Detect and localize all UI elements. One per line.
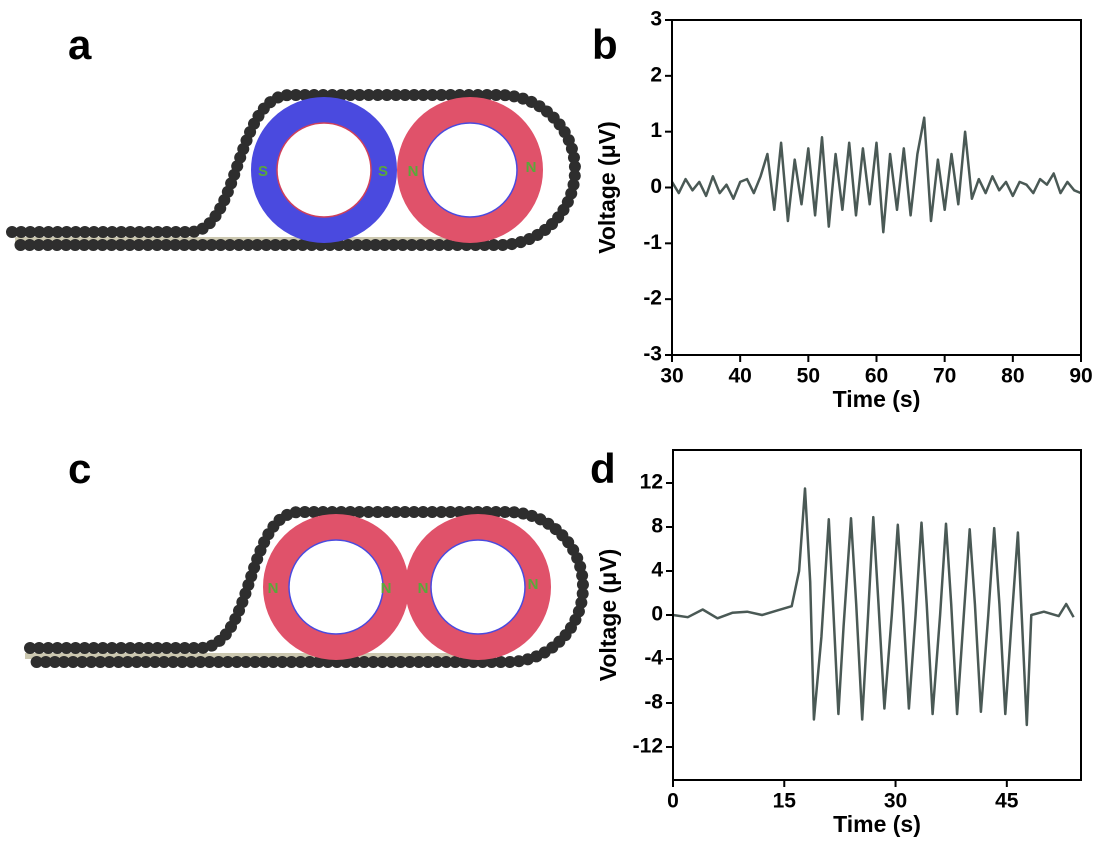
belt — [6, 89, 581, 251]
magnet-ring — [405, 514, 551, 660]
ring-hole — [430, 539, 526, 635]
x-tick-label: 0 — [667, 790, 679, 813]
y-tick-label: 0 — [651, 603, 663, 626]
pole-label: N — [528, 576, 539, 593]
ring-hole — [422, 122, 518, 218]
data-line — [670, 116, 1082, 234]
y-axis-label: Voltage (μV) — [595, 549, 621, 682]
y-tick-label: -12 — [633, 735, 663, 758]
pole-label: N — [268, 580, 279, 597]
y-tick-label: 3 — [650, 8, 662, 31]
pole-label: N — [381, 580, 392, 597]
x-tick-label: 60 — [865, 365, 888, 388]
panel-label: a — [68, 21, 92, 68]
y-tick-label: -1 — [643, 231, 662, 254]
y-tick-label: 1 — [650, 119, 662, 142]
y-tick-label: -8 — [644, 691, 663, 714]
x-tick-label: 15 — [773, 790, 797, 813]
pole-label: N — [408, 163, 419, 180]
y-tick-label: -4 — [644, 647, 663, 670]
ring-hole — [276, 122, 372, 218]
y-tick-label: 2 — [650, 63, 662, 86]
magnet-ring — [263, 514, 409, 660]
y-tick-label: -2 — [643, 287, 662, 310]
x-tick-label: 30 — [884, 790, 907, 813]
y-tick-label: 8 — [651, 515, 663, 538]
belt — [24, 506, 589, 668]
x-tick-label: 50 — [797, 365, 820, 388]
ring-hole — [288, 539, 384, 635]
magnet-ring — [397, 97, 543, 243]
pole-label: N — [418, 580, 429, 597]
y-tick-label: 12 — [640, 471, 663, 494]
x-tick-label: 80 — [1001, 365, 1024, 388]
y-tick-label: 0 — [650, 175, 662, 198]
x-tick-label: 45 — [995, 790, 1019, 813]
x-tick-label: 30 — [660, 365, 683, 388]
x-axis-label: Time (s) — [833, 811, 921, 837]
y-tick-label: 4 — [651, 559, 663, 582]
x-tick-label: 70 — [933, 365, 956, 388]
pole-label: N — [526, 159, 537, 176]
panel-label: b — [592, 21, 618, 68]
data-line — [672, 487, 1075, 727]
x-tick-label: 40 — [728, 365, 751, 388]
pole-label: S — [258, 163, 268, 180]
diagram-c: N N N N — [24, 506, 589, 668]
panel-label: d — [590, 445, 616, 492]
x-tick-label: 90 — [1069, 365, 1092, 388]
y-tick-label: -3 — [643, 343, 662, 366]
panel-label: c — [68, 445, 91, 492]
x-axis-label: Time (s) — [833, 386, 921, 412]
y-axis-label: Voltage (μV) — [594, 121, 620, 254]
diagram-a: S S N N — [6, 89, 581, 251]
plot-frame — [672, 449, 1082, 781]
plot-frame — [671, 19, 1082, 356]
magnet-ring — [251, 97, 397, 243]
pole-label: S — [378, 163, 388, 180]
